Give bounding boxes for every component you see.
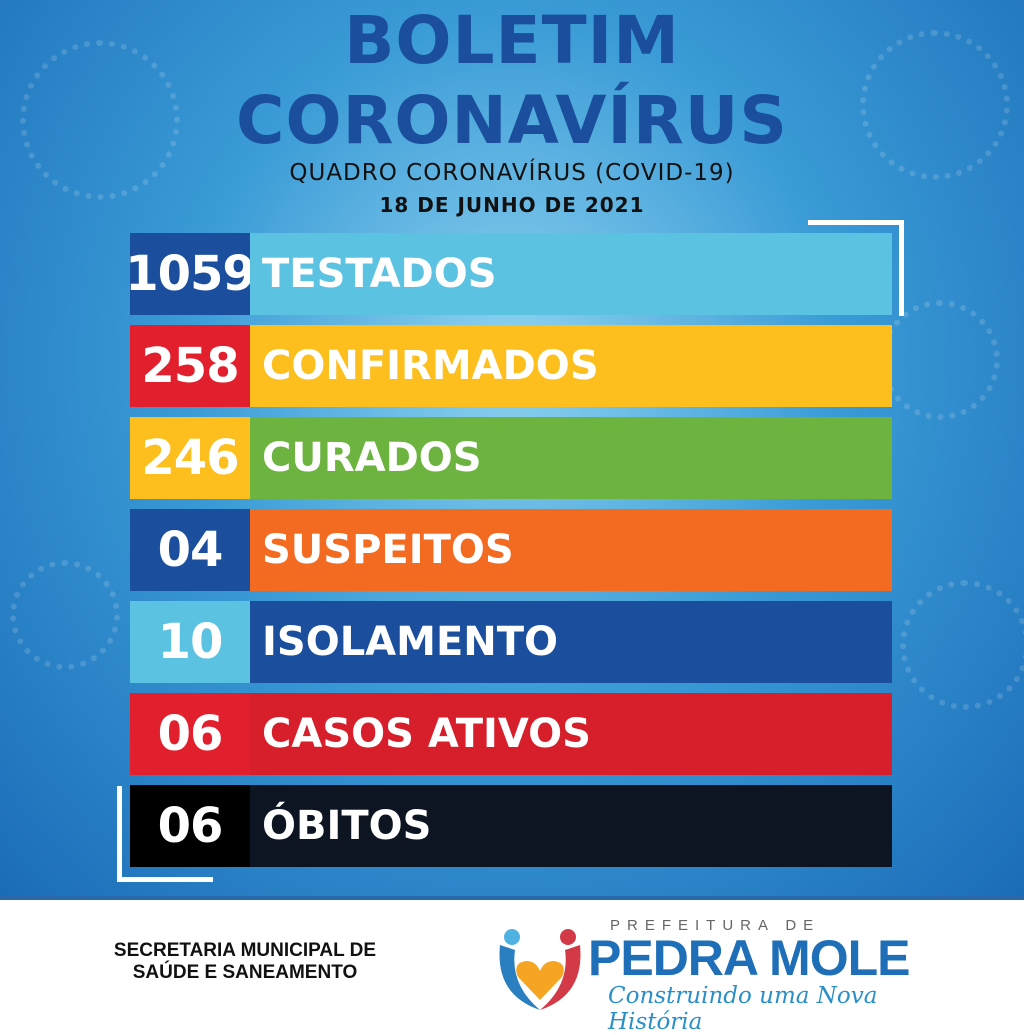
footer-divider <box>0 896 1024 900</box>
frame-corner-top <box>808 220 904 225</box>
stat-value: 246 <box>130 417 250 499</box>
stat-value: 1059 <box>125 233 256 315</box>
stat-row: 04 SUSPEITOS <box>130 509 892 591</box>
department-line-2: SAÚDE E SANEAMENTO <box>132 962 358 983</box>
stat-row: 1059 TESTADOS <box>125 233 892 315</box>
department-name: SECRETARIA MUNICIPAL DE SAÚDE E SANEAMEN… <box>70 940 420 984</box>
logo-slogan: Construindo uma Nova História <box>608 983 878 1035</box>
department-line-1: SECRETARIA MUNICIPAL DE <box>113 940 377 961</box>
stat-label: CASOS ATIVOS <box>250 693 892 775</box>
stat-label: SUSPEITOS <box>250 509 892 591</box>
stat-value: 258 <box>130 325 250 407</box>
subtitle: QUADRO CORONAVÍRUS (COVID-19) <box>289 160 735 186</box>
frame-corner-bottom <box>117 786 122 882</box>
stat-row: 06 CASOS ATIVOS <box>130 693 892 775</box>
stat-value: 04 <box>130 509 250 591</box>
stat-row: 10 ISOLAMENTO <box>130 601 892 683</box>
stat-label: CURADOS <box>250 417 892 499</box>
frame-corner-bottom <box>117 877 213 882</box>
title-line-2: CORONAVÍRUS <box>236 82 788 159</box>
stat-row: 258 CONFIRMADOS <box>130 325 892 407</box>
logo-prefix: PREFEITURA DE <box>610 917 821 934</box>
municipality-logo: PREFEITURA DE PEDRA MOLE Construindo uma… <box>490 915 950 1035</box>
heart-people-icon <box>499 929 581 1010</box>
stat-row: 06 ÓBITOS <box>130 785 892 867</box>
title-line-1: BOLETIM <box>344 2 680 79</box>
stat-value: 10 <box>130 601 250 683</box>
stat-value: 06 <box>130 785 250 867</box>
stat-label: TESTADOS <box>250 233 892 315</box>
stat-label: CONFIRMADOS <box>250 325 892 407</box>
stat-value: 06 <box>130 693 250 775</box>
logo-name: PEDRA MOLE <box>588 930 910 986</box>
frame-corner-top <box>899 220 904 316</box>
stat-row: 246 CURADOS <box>130 417 892 499</box>
stat-label: ISOLAMENTO <box>250 601 892 683</box>
stat-label: ÓBITOS <box>250 785 892 867</box>
date: 18 DE JUNHO DE 2021 <box>379 193 645 217</box>
